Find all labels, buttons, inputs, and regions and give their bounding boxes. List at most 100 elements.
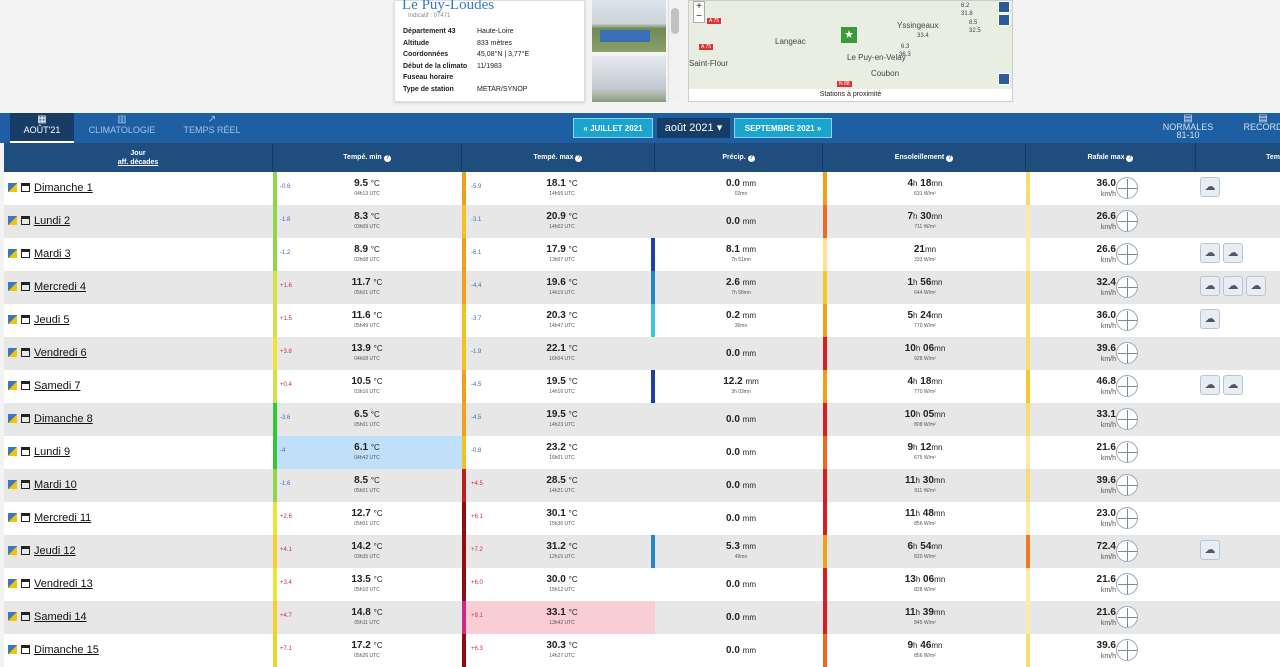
day-label[interactable]: Lundi 2 — [34, 215, 71, 227]
sun-bar — [823, 238, 827, 271]
day-label[interactable]: Dimanche 1 — [34, 182, 93, 194]
prev-month-button[interactable]: « JUILLET 2021 — [573, 118, 653, 138]
day-label[interactable]: Mercredi 11 — [34, 512, 92, 524]
weather-icon[interactable]: ☁ — [1200, 309, 1220, 329]
day-link[interactable]: Mardi 3 — [8, 238, 268, 271]
station-photo[interactable] — [592, 0, 666, 52]
month-select[interactable]: août 2021 ▾ — [657, 118, 730, 138]
weather-icon[interactable]: ☁ — [1223, 375, 1243, 395]
tab-label: AOÛT'21 — [23, 125, 61, 135]
day-label[interactable]: Dimanche 8 — [34, 413, 93, 425]
precip-number: 0.0 — [725, 178, 740, 189]
sun-cell: 4h 18mn 770 W/m² — [823, 370, 1026, 403]
station-photo[interactable] — [592, 56, 666, 102]
unit: mm — [742, 245, 756, 254]
weather-icon[interactable]: ☁ — [1200, 243, 1220, 263]
records-link[interactable]: ▤ RECORD — [1238, 114, 1280, 132]
day-link[interactable]: Samedi 14 — [8, 601, 268, 634]
pin-value[interactable]: 36.3 — [899, 52, 911, 58]
day-label[interactable]: Vendredi 13 — [34, 578, 93, 590]
tmin-cell: -1.8 8.3 °C 03h09 UTC — [273, 205, 462, 238]
unit: mn — [931, 311, 943, 320]
help-icon[interactable]: ? — [946, 155, 954, 162]
day-label[interactable]: Mardi 3 — [34, 248, 71, 260]
weather-icon[interactable]: ☁ — [1223, 276, 1243, 296]
gust-value: 26.6 — [1096, 211, 1116, 222]
day-link[interactable]: Dimanche 8 — [8, 403, 268, 436]
pin-value[interactable]: 8.5 — [969, 20, 978, 26]
day-label[interactable]: Mercredi 4 — [34, 281, 86, 293]
info-key: Début de la climato — [403, 62, 468, 70]
day-link[interactable]: Jeudi 5 — [8, 304, 268, 337]
pin-value[interactable]: 6.2 — [961, 3, 970, 9]
sun-cell: 10h 06mn 928 W/m² — [823, 337, 1026, 370]
station-marker-icon[interactable]: ★ — [841, 27, 857, 43]
map-info-icon[interactable] — [998, 73, 1010, 85]
day-link[interactable]: Mercredi 11 — [8, 502, 268, 535]
help-icon[interactable]: ? — [1126, 155, 1134, 162]
info-key: Type de station — [403, 85, 454, 93]
aff-decades-link[interactable]: aff. décades — [117, 159, 159, 166]
day-link[interactable]: Lundi 2 — [8, 205, 268, 238]
day-link[interactable]: Dimanche 1 — [8, 172, 268, 205]
day-link[interactable]: Vendredi 6 — [8, 337, 268, 370]
day-label[interactable]: Lundi 9 — [34, 446, 71, 458]
tab-temps-reel[interactable]: ↗ TEMPS RÉEL — [172, 113, 252, 143]
tab-month[interactable]: ▦ AOÛT'21 — [10, 113, 74, 143]
precip-duration: 7h 51mn — [731, 257, 751, 263]
scroll-thumb[interactable] — [671, 8, 679, 34]
weather-icon[interactable]: ☁ — [1200, 540, 1220, 560]
day-link[interactable]: Mercredi 4 — [8, 271, 268, 304]
weather-icon[interactable]: ☁ — [1223, 243, 1243, 263]
pin-value[interactable]: 6.3 — [901, 44, 910, 50]
help-icon[interactable]: ? — [747, 155, 755, 162]
tab-climatologie[interactable]: ▥ CLIMATOLOGIE — [80, 113, 164, 143]
normales-link[interactable]: ▤ NORMALES 81-10 — [1160, 114, 1216, 140]
gust-bar — [1026, 304, 1030, 337]
photo-scrollbar[interactable] — [668, 0, 680, 102]
day-label[interactable]: Jeudi 12 — [34, 545, 76, 557]
unit: °C — [568, 212, 578, 221]
pin-value[interactable]: 32.5 — [969, 28, 981, 34]
tmax-anomaly: +4.5 — [471, 481, 483, 487]
day-link[interactable]: Mardi 10 — [8, 469, 268, 502]
help-icon[interactable]: ? — [575, 155, 583, 162]
wind-direction-icon — [1116, 309, 1138, 331]
day-link[interactable]: Samedi 7 — [8, 370, 268, 403]
table-row: Samedi 14 +4.7 14.8 °C 05h11 UTC +9.1 33… — [4, 601, 1280, 634]
map-zoom-control[interactable]: + − — [693, 1, 705, 23]
station-flag-icon — [8, 579, 17, 588]
day-label[interactable]: Samedi 7 — [34, 380, 81, 392]
map-layers-icon[interactable] — [998, 1, 1010, 13]
day-label[interactable]: Vendredi 6 — [34, 347, 87, 359]
nearby-stations-map[interactable]: + − A 75 A 75 N 88 Langeac Le Puy-en-Vela… — [688, 0, 1013, 102]
weather-icon[interactable]: ☁ — [1200, 375, 1220, 395]
gust-bar — [1026, 238, 1030, 271]
tmin-time: 05h01 UTC — [354, 290, 380, 296]
gust-cell: 36.0 km/h — [1026, 172, 1196, 205]
help-icon[interactable]: ? — [383, 155, 391, 162]
day-link[interactable]: Lundi 9 — [8, 436, 268, 469]
day-label[interactable]: Jeudi 5 — [34, 314, 70, 326]
table-row: Vendredi 6 +3.8 13.9 °C 04h08 UTC -1.9 2… — [4, 337, 1280, 370]
day-link[interactable]: Dimanche 15 — [8, 634, 268, 667]
weather-icon[interactable]: ☁ — [1200, 177, 1220, 197]
pin-value[interactable]: 31.8 — [961, 11, 973, 17]
map-fullscreen-icon[interactable] — [998, 14, 1010, 26]
pin-value[interactable]: 33.4 — [917, 33, 929, 39]
day-link[interactable]: Jeudi 12 — [8, 535, 268, 568]
precip-value: 2.6 mm — [691, 277, 791, 288]
day-label[interactable]: Mardi 10 — [34, 479, 77, 491]
day-label[interactable]: Dimanche 15 — [34, 644, 99, 656]
weather-icon[interactable]: ☁ — [1200, 276, 1220, 296]
day-label[interactable]: Samedi 14 — [34, 611, 87, 623]
next-month-button[interactable]: SEPTEMBRE 2021 » — [734, 118, 832, 138]
info-key: Département 43 — [403, 28, 456, 35]
weather-icon[interactable]: ☁ — [1246, 276, 1266, 296]
tmax-value: 19.5 °C — [512, 376, 612, 387]
station-photos[interactable] — [592, 0, 668, 102]
col-jour-label: Jour — [130, 150, 146, 157]
info-value: METAR/SYNOP — [477, 85, 528, 93]
table-row: Mardi 3 -1.2 8.9 °C 02h08 UTC -6.1 17.9 … — [4, 238, 1280, 271]
day-link[interactable]: Vendredi 13 — [8, 568, 268, 601]
